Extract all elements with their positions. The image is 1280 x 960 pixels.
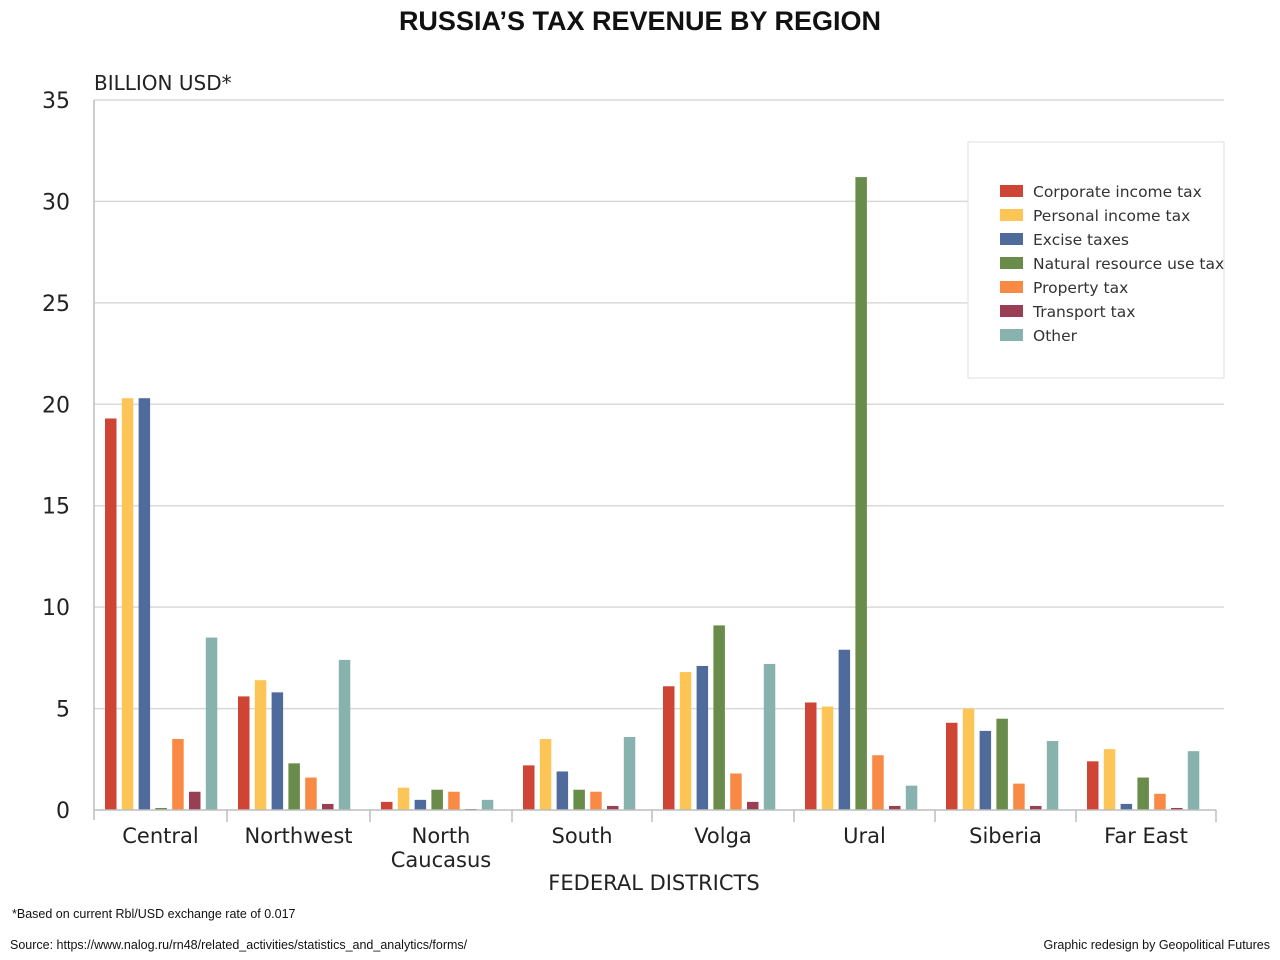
y-tick-label: 15 xyxy=(42,495,70,520)
bar-0-0 xyxy=(105,418,117,810)
x-category-label: Siberia xyxy=(969,824,1042,848)
legend-swatch xyxy=(1000,257,1023,269)
bar-6-2 xyxy=(979,730,992,810)
legend-entry: Transport tax xyxy=(1032,303,1135,321)
bar-5-5 xyxy=(889,805,901,810)
x-category-label: Northwest xyxy=(244,824,352,848)
legend-swatch xyxy=(1000,185,1023,197)
bar-0-1 xyxy=(121,398,134,810)
legend-swatch xyxy=(1000,209,1023,221)
legend-swatch xyxy=(1000,305,1023,317)
bar-3-3 xyxy=(573,789,585,810)
bar-3-6 xyxy=(623,736,636,810)
bar-2-0 xyxy=(381,801,393,810)
legend-swatch xyxy=(1000,329,1023,341)
x-category-label: South xyxy=(551,824,612,848)
bar-5-1 xyxy=(821,706,834,810)
legend-entry: Property tax xyxy=(1033,279,1128,297)
bar-5-6 xyxy=(905,785,918,810)
y-tick-label: 10 xyxy=(42,596,70,621)
y-axis-unit-label: BILLION USD* xyxy=(94,71,232,95)
bar-6-5 xyxy=(1030,805,1042,810)
bar-2-2 xyxy=(414,799,427,810)
legend-entry: Personal income tax xyxy=(1033,207,1190,225)
bar-0-5 xyxy=(189,791,201,810)
legend-entry: Natural resource use tax xyxy=(1033,255,1224,273)
bar-4-4 xyxy=(730,773,742,810)
footnote: *Based on current Rbl/USD exchange rate … xyxy=(12,907,296,921)
bar-4-3 xyxy=(713,625,725,810)
bar-4-5 xyxy=(747,801,759,810)
bar-4-1 xyxy=(679,672,692,810)
chart-title: RUSSIA’S TAX REVENUE BY REGION xyxy=(399,6,881,36)
bar-6-4 xyxy=(1013,783,1025,810)
bar-3-2 xyxy=(556,771,569,810)
bar-1-4 xyxy=(305,777,317,810)
y-tick-label: 5 xyxy=(56,698,70,723)
bar-2-3 xyxy=(431,789,443,810)
y-tick-label: 30 xyxy=(42,190,70,215)
bar-5-3 xyxy=(855,177,867,811)
bar-6-6 xyxy=(1046,741,1059,810)
credit-note: Graphic redesign by Geopolitical Futures xyxy=(1043,938,1270,952)
bar-1-1 xyxy=(254,680,267,810)
bar-1-3 xyxy=(288,763,300,810)
bar-3-4 xyxy=(590,791,602,810)
bar-0-3 xyxy=(155,807,167,810)
bar-7-0 xyxy=(1087,761,1099,810)
bar-3-1 xyxy=(539,739,552,810)
bar-2-6 xyxy=(481,799,494,810)
axes xyxy=(93,100,1217,822)
y-tick-label: 35 xyxy=(42,89,70,114)
bar-6-1 xyxy=(962,708,975,810)
bar-1-6 xyxy=(338,659,351,810)
bar-0-2 xyxy=(138,398,151,810)
y-tick-label: 25 xyxy=(42,292,70,317)
bar-7-2 xyxy=(1120,803,1133,810)
x-category-label: Central xyxy=(122,824,198,848)
bar-4-0 xyxy=(663,686,675,810)
gridlines xyxy=(94,99,1224,710)
legend-entry: Excise taxes xyxy=(1033,231,1129,249)
y-axis-ticks: 0 5 10 15 20 25 30 35 xyxy=(42,89,70,824)
bar-5-4 xyxy=(872,755,884,810)
bar-5-0 xyxy=(805,702,817,810)
bar-0-6 xyxy=(205,637,218,810)
y-tick-label: 0 xyxy=(56,799,70,824)
bar-6-3 xyxy=(996,718,1008,810)
legend-entry: Other xyxy=(1033,327,1078,345)
bar-7-1 xyxy=(1103,749,1116,810)
x-category-label-line2: Caucasus xyxy=(391,848,491,872)
bar-7-3 xyxy=(1137,777,1149,810)
bar-3-0 xyxy=(523,765,535,810)
bar-2-4 xyxy=(448,791,460,810)
bar-5-2 xyxy=(838,649,851,810)
bar-6-0 xyxy=(946,722,958,810)
bar-1-2 xyxy=(271,692,284,810)
legend-entry: Corporate income tax xyxy=(1033,183,1202,201)
bar-7-4 xyxy=(1154,793,1166,810)
bar-0-4 xyxy=(172,739,184,810)
x-category-label: Ural xyxy=(843,824,886,848)
bars xyxy=(105,177,1200,811)
bar-2-1 xyxy=(397,787,410,810)
legend-swatch xyxy=(1000,233,1023,245)
bar-3-5 xyxy=(607,805,619,810)
source-note: Source: https://www.nalog.ru/rn48/relate… xyxy=(10,938,468,952)
x-category-label: Far East xyxy=(1104,824,1188,848)
y-tick-label: 20 xyxy=(42,393,70,418)
bar-4-6 xyxy=(763,663,776,810)
bar-7-5 xyxy=(1171,807,1183,810)
bar-1-5 xyxy=(322,803,334,810)
x-category-label: North xyxy=(412,824,471,848)
x-axis-title: FEDERAL DISTRICTS xyxy=(548,871,759,895)
bar-7-6 xyxy=(1187,751,1200,810)
bar-4-2 xyxy=(696,665,709,810)
legend: Corporate income tax Personal income tax E… xyxy=(967,141,1225,379)
x-category-label: Volga xyxy=(694,824,752,848)
legend-swatch xyxy=(1000,281,1023,293)
bar-1-0 xyxy=(238,696,250,810)
